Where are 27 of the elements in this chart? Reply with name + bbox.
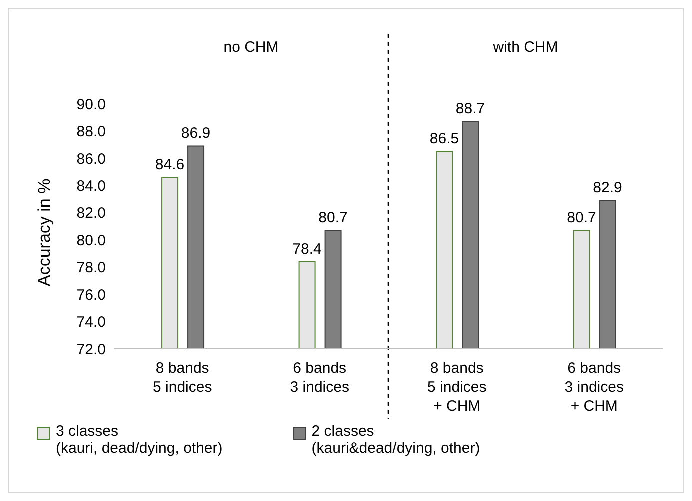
y-tick-label: 80.0 — [76, 232, 106, 250]
y-tick-label: 82.0 — [76, 205, 106, 222]
x-tick-label: 8 bands 5 indices + CHM — [428, 360, 487, 415]
y-tick-label: 74.0 — [76, 314, 106, 332]
text: with CHM — [492, 39, 558, 56]
data-label: 82.9 — [593, 180, 622, 197]
legend-label: 3 classes (kauri, dead/dying, other) — [56, 423, 223, 457]
y-tick-label: 90.0 — [76, 96, 106, 114]
x-tick-label: 6 bands 3 indices + CHM — [564, 360, 624, 415]
y-axis-title: Accuracy in % — [35, 178, 54, 286]
y-tick-label: 76.0 — [76, 286, 106, 304]
legend-label: 2 classes (kauri&dead/dying, other) — [312, 423, 480, 457]
y-tick-label: 86.0 — [76, 150, 106, 168]
x-tick-label: 8 bands 5 indices — [153, 360, 212, 396]
y-tick-label: 88.0 — [76, 124, 106, 141]
data-label: 80.7 — [567, 210, 596, 227]
data-label: 84.6 — [155, 156, 185, 174]
y-tick-label: 72.0 — [76, 341, 106, 358]
data-label: 86.5 — [430, 130, 460, 148]
y-tick-label: 78.0 — [76, 260, 106, 277]
data-label: 78.4 — [292, 240, 322, 258]
data-label: 80.7 — [318, 210, 348, 227]
data-label: 86.9 — [181, 125, 211, 142]
x-tick-label: 6 bands 3 indices — [290, 360, 350, 396]
data-label: 88.7 — [456, 100, 486, 118]
text: no CHM — [224, 39, 279, 56]
y-tick-label: 84.0 — [76, 178, 106, 195]
